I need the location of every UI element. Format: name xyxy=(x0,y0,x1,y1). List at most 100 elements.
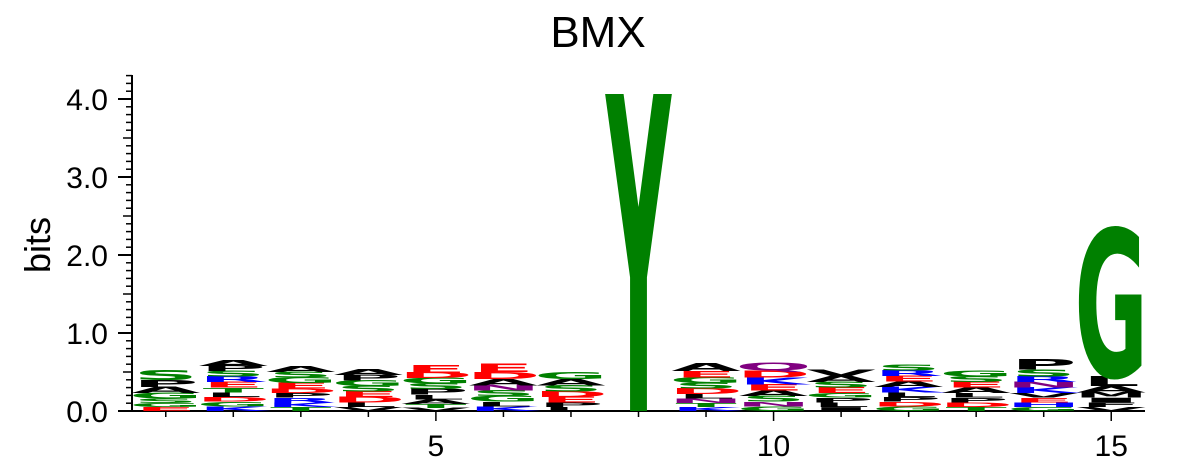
logo-letter-g: G xyxy=(534,370,608,381)
logo-letter-k: K xyxy=(739,376,812,387)
logo-letter-p: P xyxy=(200,364,266,373)
logo-letter-a: A xyxy=(671,362,741,374)
logo-letter-g: G xyxy=(467,395,541,404)
logo-letter-s: S xyxy=(471,389,536,398)
y-tick-label: 3.0 xyxy=(66,162,108,195)
logo-letter-t: T xyxy=(203,386,265,393)
logo-letter-d: D xyxy=(466,370,540,381)
logo-letter-g: G xyxy=(804,392,878,399)
logo-letter-a: A xyxy=(536,377,605,387)
logo-letter-g: G xyxy=(737,405,811,412)
logo-letter-a: A xyxy=(334,368,403,377)
logo-letter-a: A xyxy=(941,386,1010,395)
logo-letter-g: G xyxy=(939,370,1013,379)
logo-letter-i: I xyxy=(802,406,880,412)
logo-letter-d: D xyxy=(871,400,945,407)
logo-letter-l: L xyxy=(880,391,937,398)
logo-letter-l: L xyxy=(475,400,532,407)
logo-letter-r: R xyxy=(874,369,943,378)
logo-letter-k: K xyxy=(266,401,339,408)
logo-letter-k: K xyxy=(469,405,542,412)
logo-letter-e: E xyxy=(540,396,601,405)
logo-letter-a: A xyxy=(469,377,538,387)
logo-letter-a: A xyxy=(739,389,808,398)
logo-letter-g: G xyxy=(399,377,473,386)
logo-letter-p: P xyxy=(335,374,401,383)
x-tick-label: 5 xyxy=(428,430,445,463)
logo-letter-l: L xyxy=(205,391,262,398)
chart-title: BMX xyxy=(550,8,645,57)
logo-letter-p: P xyxy=(1011,357,1077,373)
logo-letter-m: M xyxy=(1075,391,1148,400)
logo-letter-k: K xyxy=(874,385,947,394)
logo-letter-l: L xyxy=(948,392,1005,399)
logo-letter-v: V xyxy=(334,406,403,412)
logo-letter-s: S xyxy=(133,368,198,383)
logo-letter-a: A xyxy=(266,365,335,374)
logo-letter-a: A xyxy=(199,359,268,368)
logo-letter-d: D xyxy=(399,371,473,380)
logo-letter-g: G xyxy=(1074,189,1148,426)
logo-letter-l: L xyxy=(813,401,870,408)
logo-letter-y: Y xyxy=(605,9,672,471)
logo-letter-s: S xyxy=(133,397,198,404)
logo-letter-k: K xyxy=(199,405,272,412)
logo-letter-t: T xyxy=(675,402,736,408)
logo-letter-k: K xyxy=(1009,386,1082,395)
logo-letter-v: V xyxy=(1009,392,1078,399)
logo-letter-p: P xyxy=(943,396,1009,403)
logo-letter-n: N xyxy=(736,400,811,407)
logo-letter-p: P xyxy=(876,396,942,403)
logo-letter-g: G xyxy=(332,379,406,388)
logo-letter-s: S xyxy=(336,385,401,394)
logo-letter-l: L xyxy=(340,401,397,408)
logo-letter-g: G xyxy=(669,376,743,385)
logo-letter-s: S xyxy=(809,381,874,390)
logo-letter-h: H xyxy=(1006,401,1081,408)
logo-letter-e: E xyxy=(1013,396,1074,403)
logo-letter-l: L xyxy=(1083,374,1140,389)
logo-letter-e: E xyxy=(405,363,466,375)
y-tick-label: 2.0 xyxy=(66,240,108,273)
logo-letter-l: L xyxy=(677,393,734,400)
logo-letter-d: D xyxy=(196,396,270,403)
logo-letter-r: R xyxy=(266,396,335,403)
logo-letter-s: S xyxy=(201,370,266,379)
logo-letter-t: T xyxy=(270,406,331,412)
logo-letter-n: N xyxy=(668,397,743,404)
logo-letter-s: S xyxy=(876,364,941,373)
logo-letter-s: S xyxy=(741,395,806,404)
logo-letter-s: S xyxy=(539,384,604,394)
logo-letter-d: D xyxy=(264,387,338,394)
logo-letters: EGSGAPSKGDLTERSPATKRPDEGSAVLDESGPAVTALPS… xyxy=(129,9,1150,471)
logo-letter-d: D xyxy=(534,390,608,399)
logo-letter-e: E xyxy=(270,382,331,391)
logo-letter-s: S xyxy=(1011,368,1076,379)
logo-letter-e: E xyxy=(135,406,196,412)
x-tick-label: 10 xyxy=(757,430,790,463)
logo-letter-v: V xyxy=(806,368,875,378)
logo-letter-t: T xyxy=(405,403,466,409)
logo-letter-e: E xyxy=(675,370,736,380)
logo-letter-p: P xyxy=(403,388,469,397)
logo-letter-g: G xyxy=(196,400,270,407)
logo-letter-g: G xyxy=(1007,406,1081,412)
logo-letter-s: S xyxy=(404,382,469,391)
logo-letter-s: S xyxy=(674,382,739,391)
logo-letter-a: A xyxy=(131,385,200,395)
logo-letter-g: G xyxy=(264,376,338,385)
logo-letter-v: V xyxy=(1077,406,1146,412)
y-tick-label: 4.0 xyxy=(66,84,108,117)
logo-letter-e: E xyxy=(810,386,871,395)
logo-letter-f: F xyxy=(1081,401,1142,408)
x-axis: 5 10 15 xyxy=(132,410,1145,463)
logo-letter-t: T xyxy=(946,406,1007,412)
logo-letter-p: P xyxy=(538,401,604,408)
logo-letter-e: E xyxy=(338,390,399,399)
logo-letter-r: R xyxy=(199,375,268,384)
logo-letter-n: N xyxy=(466,384,541,393)
logo-letter-s: S xyxy=(944,375,1009,384)
logo-letter-l: L xyxy=(542,406,599,412)
y-axis-label: bits xyxy=(17,217,58,273)
